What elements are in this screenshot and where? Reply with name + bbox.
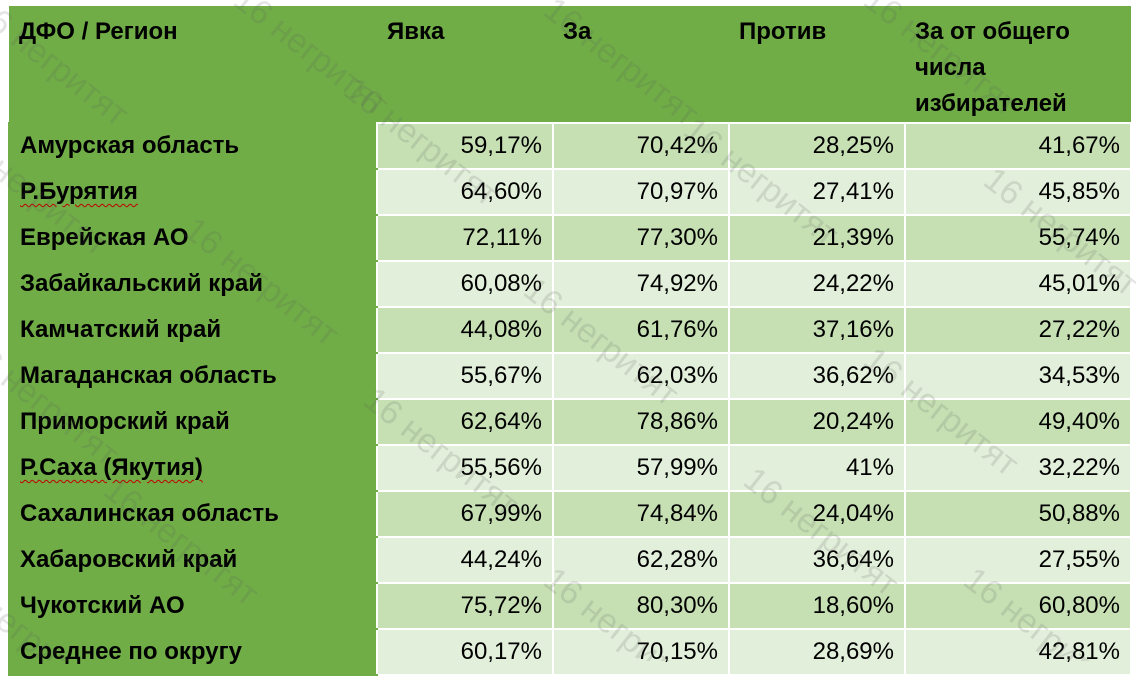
region-label: Камчатский край <box>20 316 222 343</box>
for-of-total-cell: 32,22% <box>904 444 1132 492</box>
region-label: Магаданская область <box>20 362 277 389</box>
table-row: Камчатский край 44,08% 61,76% 37,16% 27,22% <box>8 306 1132 354</box>
region-cell: Сахалинская область <box>8 490 378 538</box>
for-cell: 57,99% <box>552 444 730 492</box>
header-for-of-total: За от общего числа избирателей <box>905 6 1131 123</box>
region-cell: Хабаровский край <box>8 536 378 584</box>
table-row: Чукотский АО 75,72% 80,30% 18,60% 60,80% <box>8 582 1132 630</box>
turnout-cell: 55,56% <box>376 444 554 492</box>
region-label: Чукотский АО <box>20 592 185 619</box>
table-row: Хабаровский край 44,24% 62,28% 36,64% 27,55% <box>8 536 1132 584</box>
for-cell: 70,42% <box>552 122 730 170</box>
against-cell: 37,16% <box>728 306 906 354</box>
region-cell: Забайкальский край <box>8 260 378 308</box>
turnout-cell: 75,72% <box>376 582 554 630</box>
region-cell: Амурская область <box>8 122 378 170</box>
against-cell: 41% <box>728 444 906 492</box>
turnout-cell: 64,60% <box>376 168 554 216</box>
region-cell: Еврейская АО <box>8 214 378 262</box>
for-cell: 62,28% <box>552 536 730 584</box>
region-cell: Чукотский АО <box>8 582 378 630</box>
region-label: Забайкальский край <box>20 270 263 297</box>
for-of-total-cell: 50,88% <box>904 490 1132 538</box>
for-of-total-cell: 42,81% <box>904 628 1132 676</box>
turnout-cell: 72,11% <box>376 214 554 262</box>
table-row: Амурская область 59,17% 70,42% 28,25% 41,67% <box>8 122 1132 170</box>
for-cell: 70,15% <box>552 628 730 676</box>
table-row: Магаданская область 55,67% 62,03% 36,62% 34,… <box>8 352 1132 400</box>
table-row: Р.Бурятия 64,60% 70,97% 27,41% 45,85% <box>8 168 1132 216</box>
turnout-cell: 60,08% <box>376 260 554 308</box>
turnout-cell: 55,67% <box>376 352 554 400</box>
for-of-total-cell: 27,22% <box>904 306 1132 354</box>
for-cell: 77,30% <box>552 214 730 262</box>
table-row: Р.Саха (Якутия) 55,56% 57,99% 41% 32,22% <box>8 444 1132 492</box>
region-cell: Среднее по округу <box>8 628 378 676</box>
turnout-cell: 67,99% <box>376 490 554 538</box>
table-row: Еврейская АО 72,11% 77,30% 21,39% 55,74% <box>8 214 1132 262</box>
region-label: Амурская область <box>20 132 240 159</box>
table-row: Забайкальский край 60,08% 74,92% 24,22% 45,0… <box>8 260 1132 308</box>
for-cell: 70,97% <box>552 168 730 216</box>
against-cell: 36,64% <box>728 536 906 584</box>
region-cell: Магаданская область <box>8 352 378 400</box>
results-table: ДФО / Регион Явка За Против За от общего… <box>8 6 1132 676</box>
for-of-total-cell: 49,40% <box>904 398 1132 446</box>
header-turnout: Явка <box>377 6 553 123</box>
against-cell: 21,39% <box>728 214 906 262</box>
for-cell: 78,86% <box>552 398 730 446</box>
region-cell: Р.Саха (Якутия) <box>8 444 378 492</box>
for-cell: 61,76% <box>552 306 730 354</box>
region-label: Приморский край <box>20 408 230 435</box>
turnout-cell: 44,24% <box>376 536 554 584</box>
for-of-total-cell: 27,55% <box>904 536 1132 584</box>
region-cell: Приморский край <box>8 398 378 446</box>
region-label: Р.Бурятия <box>20 178 138 205</box>
for-cell: 80,30% <box>552 582 730 630</box>
header-row: ДФО / Регион Явка За Против За от общего… <box>9 6 1131 123</box>
results-table-container: ДФО / Регион Явка За Против За от общего… <box>8 6 1132 676</box>
for-cell: 74,84% <box>552 490 730 538</box>
turnout-cell: 44,08% <box>376 306 554 354</box>
turnout-cell: 62,64% <box>376 398 554 446</box>
header-against: Против <box>729 6 905 123</box>
table-row: Среднее по округу 60,17% 70,15% 28,69% 42,81… <box>8 628 1132 676</box>
against-cell: 28,69% <box>728 628 906 676</box>
against-cell: 20,24% <box>728 398 906 446</box>
turnout-cell: 60,17% <box>376 628 554 676</box>
table-row: Приморский край 62,64% 78,86% 20,24% 49,40% <box>8 398 1132 446</box>
for-cell: 74,92% <box>552 260 730 308</box>
for-of-total-cell: 60,80% <box>904 582 1132 630</box>
region-cell: Р.Бурятия <box>8 168 378 216</box>
against-cell: 28,25% <box>728 122 906 170</box>
against-cell: 24,04% <box>728 490 906 538</box>
for-cell: 62,03% <box>552 352 730 400</box>
table-row: Сахалинская область 67,99% 74,84% 24,04% 50,… <box>8 490 1132 538</box>
for-of-total-cell: 41,67% <box>904 122 1132 170</box>
header-region: ДФО / Регион <box>9 6 377 123</box>
region-label: Еврейская АО <box>20 224 189 251</box>
against-cell: 24,22% <box>728 260 906 308</box>
table-body: Амурская область 59,17% 70,42% 28,25% 41,67%… <box>8 122 1132 676</box>
for-of-total-cell: 34,53% <box>904 352 1132 400</box>
against-cell: 18,60% <box>728 582 906 630</box>
against-cell: 27,41% <box>728 168 906 216</box>
region-label: Хабаровский край <box>20 546 238 573</box>
region-label: Сахалинская область <box>20 500 279 527</box>
for-of-total-cell: 55,74% <box>904 214 1132 262</box>
header-for: За <box>553 6 729 123</box>
region-label: Р.Саха (Якутия) <box>20 454 203 481</box>
turnout-cell: 59,17% <box>376 122 554 170</box>
region-cell: Камчатский край <box>8 306 378 354</box>
for-of-total-cell: 45,85% <box>904 168 1132 216</box>
against-cell: 36,62% <box>728 352 906 400</box>
for-of-total-cell: 45,01% <box>904 260 1132 308</box>
